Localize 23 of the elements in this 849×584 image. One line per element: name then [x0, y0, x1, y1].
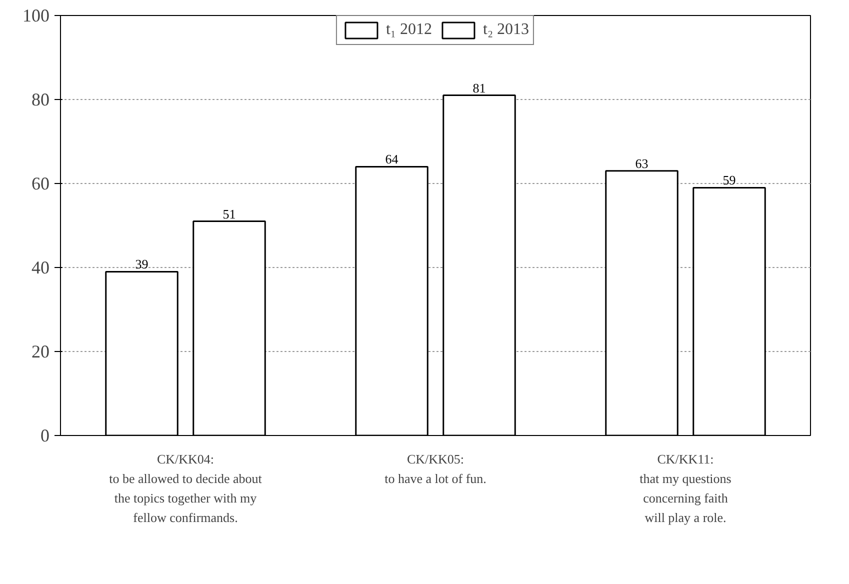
x-tick-label: CK/KK05: to have a lot of fun.: [384, 452, 486, 486]
y-tick-label: 40: [32, 258, 50, 278]
data-label: 59: [722, 172, 736, 188]
data-label: 39: [135, 256, 148, 272]
data-label: 51: [222, 206, 236, 222]
legend-label: t₁ 2012: [386, 21, 432, 39]
data-label: 81: [472, 80, 486, 96]
y-tick-label: 60: [32, 174, 50, 194]
legend-label: t₂ 2013: [483, 21, 530, 39]
bar: [192, 220, 266, 436]
bar: [355, 166, 428, 436]
y-tick-label: 80: [32, 90, 50, 110]
y-tick-label: 0: [40, 426, 50, 446]
data-label: 64: [385, 152, 399, 167]
x-tick-label: CK/KK04: to be allowed to decide about the topics together with my fellow confirmands.: [109, 452, 262, 525]
data-label: 63: [635, 156, 648, 171]
bar: [692, 186, 766, 436]
x-tick-label: CK/KK11: that my questions concerning faith will play a role.: [640, 452, 732, 525]
y-tick-label: 100: [22, 6, 50, 26]
bar: [605, 170, 678, 436]
y-tick-label: 20: [32, 342, 50, 362]
bar: [105, 270, 178, 436]
bar: [442, 94, 516, 436]
